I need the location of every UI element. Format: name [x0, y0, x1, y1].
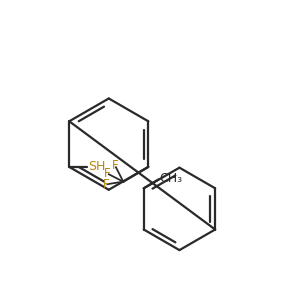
Text: F: F: [112, 159, 119, 172]
Text: F: F: [103, 178, 109, 191]
Text: CH₃: CH₃: [160, 172, 183, 185]
Text: F: F: [104, 167, 111, 180]
Text: SH: SH: [88, 160, 106, 173]
